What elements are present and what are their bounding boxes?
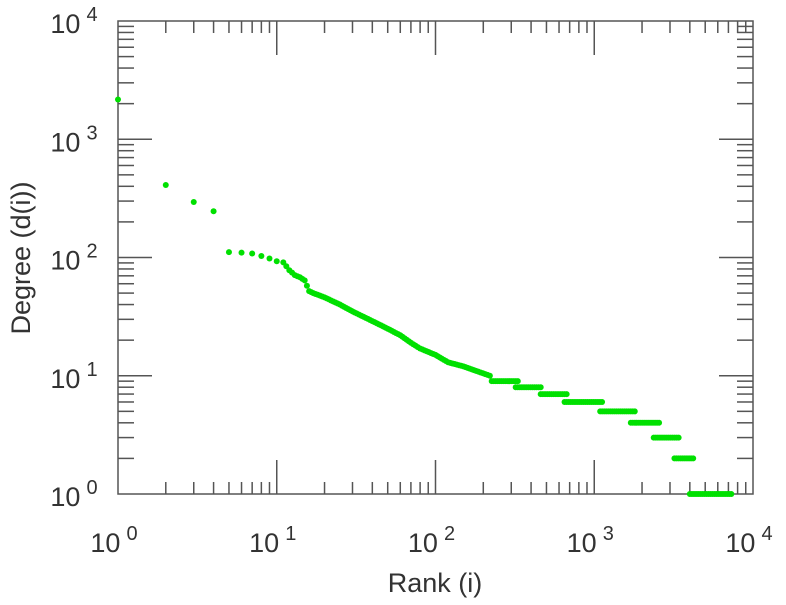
data-point	[537, 384, 544, 391]
x-axis-label: Rank (i)	[388, 568, 483, 598]
x-tick-label: 10 3	[567, 523, 614, 558]
data-point	[266, 255, 273, 262]
data-point	[283, 263, 290, 270]
data-point	[210, 208, 217, 215]
data-point	[289, 269, 296, 276]
x-tick-label: 10 4	[725, 523, 772, 558]
data-point	[631, 408, 638, 415]
data-point	[690, 455, 697, 462]
data-point	[190, 198, 197, 205]
x-tick-label: 10 0	[90, 523, 137, 558]
x-tick-label: 10 2	[408, 523, 455, 558]
data-point	[563, 391, 570, 398]
y-axis-label: Degree (d(i))	[6, 181, 36, 334]
data-point	[656, 419, 663, 426]
y-tick-label: 10 2	[50, 241, 97, 276]
data-points	[115, 96, 735, 497]
y-tick-label: 10 4	[50, 4, 97, 39]
data-point	[294, 273, 301, 280]
data-point	[728, 491, 735, 497]
x-tick-label: 10 1	[249, 523, 296, 558]
data-point	[405, 338, 412, 345]
y-tick-label: 10 1	[50, 359, 97, 394]
data-point	[599, 398, 606, 405]
data-point	[273, 258, 280, 265]
axis-ticks	[118, 21, 753, 494]
data-point	[675, 434, 682, 441]
data-point	[303, 282, 310, 289]
data-point	[414, 344, 421, 351]
data-point	[162, 182, 169, 189]
y-tick-label: 10 3	[50, 122, 97, 157]
data-point	[249, 250, 256, 257]
data-point	[299, 275, 306, 282]
data-point	[238, 249, 245, 256]
data-point	[225, 249, 232, 256]
data-point	[258, 252, 265, 259]
x-tick-labels: 10 0 10 1 10 2 10 3 10 4	[90, 523, 772, 558]
data-point	[514, 378, 521, 385]
data-point	[115, 96, 121, 103]
data-point	[484, 371, 491, 378]
y-tick-label: 10 0	[50, 477, 97, 512]
